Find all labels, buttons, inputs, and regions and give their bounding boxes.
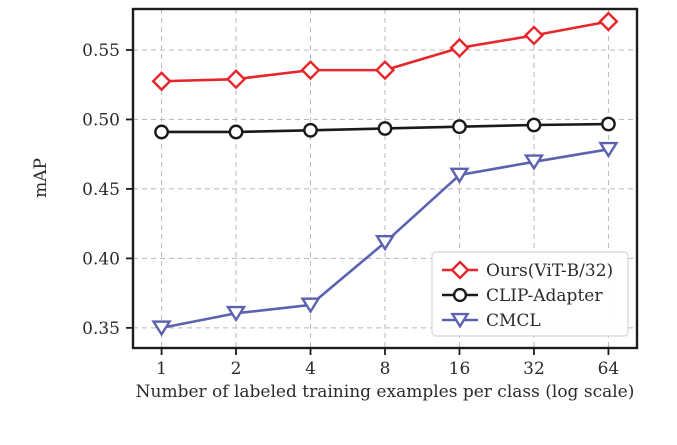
- data-point-marker: [523, 154, 545, 171]
- legend-label: CMCL: [486, 311, 541, 331]
- data-point-marker: [151, 71, 172, 92]
- data-point-marker: [449, 167, 470, 184]
- data-point-marker: [154, 124, 169, 140]
- y-axis-title: mAP: [31, 158, 51, 198]
- legend-marker: [450, 312, 470, 329]
- legend-marker: [452, 287, 468, 303]
- y-tick-labels: 0.35 0.40 0.45 0.50 0.55: [82, 41, 120, 339]
- y-tick-label: 0.35: [82, 319, 120, 339]
- data-point-marker: [598, 11, 619, 32]
- data-point-marker: [449, 37, 470, 58]
- data-series: [151, 141, 619, 337]
- chart-legend[interactable]: Ours(ViT-B/32) CLIP-Adapter CMCL: [431, 251, 629, 337]
- data-point-marker: [225, 305, 247, 323]
- legend-entry[interactable]: CLIP-Adapter: [442, 286, 603, 306]
- plot-frame: [131, 7, 639, 350]
- legend-entry[interactable]: CMCL: [442, 311, 541, 331]
- data-point-marker: [526, 117, 542, 133]
- data-point-marker: [374, 60, 396, 81]
- x-tick-label: 64: [598, 359, 620, 379]
- y-tick-label: 0.55: [82, 41, 120, 61]
- data-point-marker: [303, 122, 318, 138]
- x-tick-label: 8: [380, 359, 391, 379]
- y-tick-label: 0.40: [82, 249, 120, 269]
- legend-background: [431, 251, 629, 337]
- data-point-marker: [377, 121, 393, 136]
- x-tick-label: 4: [305, 359, 316, 379]
- data-point-marker: [374, 234, 396, 252]
- data-point-marker: [598, 141, 619, 159]
- legend-label: Ours(ViT-B/32): [486, 261, 613, 281]
- data-point-marker: [151, 320, 172, 337]
- legend-label: CLIP-Adapter: [486, 286, 603, 306]
- legend-entry[interactable]: Ours(ViT-B/32): [442, 260, 613, 281]
- data-point-marker: [228, 124, 244, 140]
- x-tick-label: 2: [231, 359, 242, 379]
- series-layer: [151, 11, 619, 337]
- data-series: [154, 116, 616, 140]
- data-point-marker: [225, 69, 247, 90]
- data-series: [151, 11, 619, 92]
- legend-marker: [450, 260, 470, 280]
- data-point-marker: [452, 119, 467, 135]
- x-axis-title: Number of labeled training examples per …: [136, 382, 635, 402]
- y-tick-label: 0.50: [82, 110, 120, 130]
- data-point-marker: [601, 116, 616, 132]
- x-tick-label: 1: [156, 359, 167, 379]
- x-tick-label: 16: [449, 359, 471, 379]
- data-point-marker: [300, 297, 321, 314]
- y-tick-label: 0.45: [82, 180, 120, 200]
- data-point-marker: [300, 60, 321, 81]
- x-tick-label: 32: [523, 359, 545, 379]
- x-tick-labels: 1 2 4 8 16 32 64: [156, 359, 619, 379]
- data-point-marker: [523, 25, 545, 46]
